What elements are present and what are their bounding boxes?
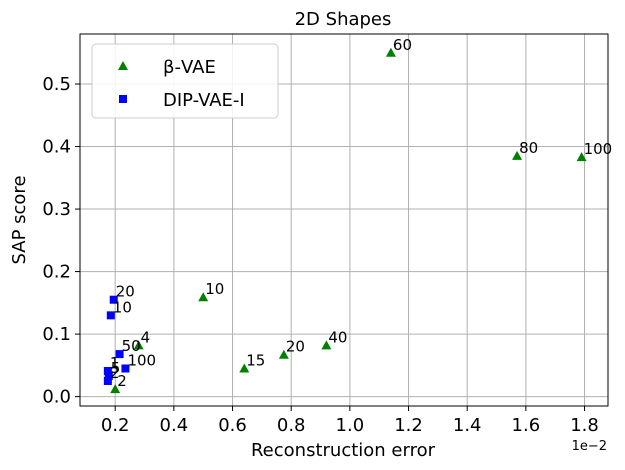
y-tick-label: 0.5 bbox=[42, 74, 71, 95]
y-tick-label: 0.4 bbox=[42, 137, 71, 158]
data-point bbox=[512, 150, 523, 160]
point-label: 60 bbox=[393, 36, 412, 54]
point-label: 4 bbox=[141, 328, 151, 346]
legend-label: DIP-VAE-I bbox=[163, 90, 245, 111]
point-label: 1 bbox=[110, 354, 120, 372]
x-tick-label: 1.6 bbox=[512, 415, 541, 436]
data-point bbox=[385, 47, 396, 57]
y-tick-label: 0.3 bbox=[42, 199, 71, 220]
data-point bbox=[239, 363, 250, 373]
data-point bbox=[576, 152, 587, 162]
plot-frame bbox=[79, 33, 609, 407]
data-point bbox=[109, 295, 118, 304]
y-tick-label: 0.1 bbox=[42, 324, 71, 345]
point-label: 20 bbox=[286, 338, 305, 356]
y-axis: 0.0 0.1 0.2 0.3 0.4 0.5 bbox=[42, 74, 80, 408]
data-point bbox=[104, 371, 113, 380]
data-point bbox=[121, 364, 130, 373]
legend-box bbox=[91, 43, 279, 119]
point-label: 10 bbox=[205, 280, 224, 298]
y-tick-label: 0.2 bbox=[42, 262, 71, 283]
data-point bbox=[321, 340, 332, 350]
x-tick-label: 1.8 bbox=[570, 415, 599, 436]
point-label: 2 bbox=[117, 372, 127, 390]
x-tick-label: 1.2 bbox=[394, 415, 423, 436]
data-point bbox=[110, 384, 121, 394]
point-label: 50 bbox=[122, 337, 141, 355]
legend-marker bbox=[119, 95, 127, 103]
x-tick-label: 1.4 bbox=[453, 415, 482, 436]
data-point bbox=[115, 350, 124, 359]
point-label: 20 bbox=[116, 283, 135, 301]
data-point bbox=[278, 349, 289, 359]
data-point bbox=[198, 292, 209, 302]
x-axis-label: Reconstruction error bbox=[251, 440, 436, 461]
point-label: 100 bbox=[584, 140, 613, 158]
chart-title: 2D Shapes bbox=[295, 9, 392, 30]
x-tick-label: 0.8 bbox=[277, 415, 306, 436]
legend-marker bbox=[118, 61, 128, 70]
x-tick-label: 0.6 bbox=[218, 415, 247, 436]
point-label: 100 bbox=[127, 351, 156, 369]
series-1: 2 4 10 15 20 40 60 80 100 bbox=[110, 36, 613, 394]
x-tick-label: 0.4 bbox=[160, 415, 189, 436]
x-tick-label: 1.0 bbox=[336, 415, 365, 436]
y-axis-label: SAP score bbox=[9, 175, 30, 264]
point-label: 2 bbox=[110, 364, 120, 382]
point-label: 5 bbox=[111, 359, 121, 377]
data-point bbox=[133, 340, 144, 350]
x-tick-label: 0.2 bbox=[101, 415, 130, 436]
data-point bbox=[106, 311, 115, 320]
x-axis: 0.2 0.4 0.6 0.8 1.0 1.2 1.4 1.6 1.8 bbox=[101, 406, 599, 436]
y-tick-label: 0.0 bbox=[42, 387, 71, 408]
point-label: 80 bbox=[519, 139, 538, 157]
data-point bbox=[103, 366, 112, 375]
point-label: 10 bbox=[113, 298, 132, 316]
x-offset-label: 1e−2 bbox=[572, 439, 607, 454]
data-point bbox=[103, 376, 112, 385]
point-label: 40 bbox=[328, 328, 347, 346]
legend: β-VAE DIP-VAE-I bbox=[91, 43, 279, 119]
grid bbox=[80, 34, 608, 406]
point-label: 15 bbox=[246, 351, 265, 369]
legend-label: β-VAE bbox=[163, 57, 216, 78]
